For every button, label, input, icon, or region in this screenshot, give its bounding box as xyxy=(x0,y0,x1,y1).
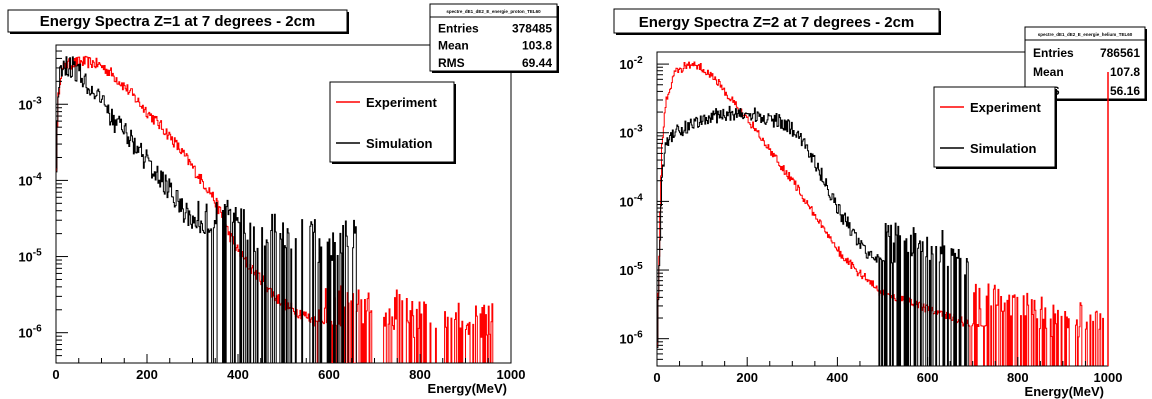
stats-value: 786561 xyxy=(1100,46,1140,60)
y-tick-label: 10-6 xyxy=(619,330,643,347)
stats-value: 107.8 xyxy=(1110,65,1140,79)
y-tick-label: 10-5 xyxy=(619,261,643,278)
chart-z2: 0 200 400 600 800 1000 10-6 10-5 10-4 10-3 10-2 Ene… xyxy=(613,8,1147,399)
chart-title: Energy Spectra Z=1 at 7 degrees - 2cm xyxy=(40,13,316,30)
x-tick-label: 0 xyxy=(653,370,660,385)
stats-label: Entries xyxy=(438,21,479,35)
series-experiment-line xyxy=(657,61,1108,366)
y-tick-label: 10-3 xyxy=(619,124,643,141)
chart-z1: 0 200 400 600 800 1000 10-6 10-5 10-4 10-3 Energy(… xyxy=(7,3,559,396)
series-simulation-line xyxy=(657,105,1108,366)
stats-value: 69.44 xyxy=(522,56,552,70)
x-tick-label: 600 xyxy=(917,370,939,385)
x-axis-label: Energy(MeV) xyxy=(428,381,507,396)
stats-label: RMS xyxy=(438,56,465,70)
chart-title: Energy Spectra Z=2 at 7 degrees - 2cm xyxy=(639,14,915,31)
x-tick-label: 400 xyxy=(827,370,849,385)
series-group xyxy=(657,61,1108,366)
legend-box xyxy=(329,81,455,163)
legend-label-simulation: Simulation xyxy=(970,141,1037,156)
y-tick-label: 10-3 xyxy=(18,95,42,112)
legend-box xyxy=(933,86,1056,168)
x-tick-label: 0 xyxy=(52,367,59,382)
stats-label: Entries xyxy=(1033,46,1074,60)
x-tick-label: 1000 xyxy=(1094,370,1123,385)
stats-label: Mean xyxy=(438,39,469,53)
stats-value: 56.16 xyxy=(1110,84,1140,98)
title-box xyxy=(7,9,348,33)
legend-label-experiment: Experiment xyxy=(366,95,437,110)
title-box xyxy=(613,8,940,34)
y-tick-label: 10-6 xyxy=(18,324,42,341)
stats-histogram-name: spectre_dE1_dE2_E_energie_proton_TEL60 xyxy=(446,9,541,14)
series-group xyxy=(56,55,511,363)
y-tick-label: 10-5 xyxy=(18,248,42,265)
stats-label: Mean xyxy=(1033,65,1064,79)
x-tick-label: 1000 xyxy=(497,367,526,382)
y-tick-label: 10-4 xyxy=(18,171,42,188)
x-tick-label: 800 xyxy=(1007,370,1029,385)
stats-histogram-name: spectre_dE1_dE2_E_energie_helium_TEL60 xyxy=(1038,32,1133,37)
y-tick-label: 10-4 xyxy=(619,192,643,209)
legend-label-experiment: Experiment xyxy=(970,100,1041,115)
x-tick-label: 400 xyxy=(227,367,249,382)
y-tick-label: 10-2 xyxy=(619,55,643,72)
x-tick-label: 600 xyxy=(318,367,340,382)
stats-box xyxy=(429,3,558,72)
x-tick-label: 200 xyxy=(736,370,758,385)
x-tick-label: 800 xyxy=(409,367,431,382)
legend-label-simulation: Simulation xyxy=(366,136,433,151)
stats-value: 378485 xyxy=(512,21,552,35)
stats-value: 103.8 xyxy=(522,39,552,53)
series-simulation-line xyxy=(56,56,511,363)
x-axis-label: Energy(MeV) xyxy=(1025,384,1104,399)
x-tick-label: 200 xyxy=(136,367,158,382)
